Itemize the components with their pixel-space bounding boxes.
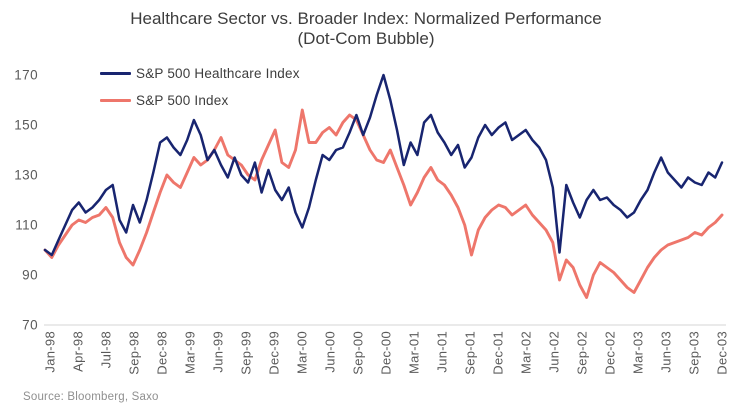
x-axis-tick-label: Apr-98	[70, 331, 85, 372]
x-axis-tick-label: Dec-99	[266, 331, 281, 375]
series-line-s-p-500-index	[43, 108, 724, 299]
x-axis-tick-label: Dec-00	[378, 331, 393, 375]
x-axis-tick-label: Sep-01	[462, 331, 477, 375]
x-axis-tick-label: Mar-99	[182, 331, 197, 374]
legend-swatch-healthcare-icon	[100, 71, 131, 75]
x-axis-tick-label: Jun-01	[434, 331, 449, 373]
series-line-s-p-500-healthcare-index	[43, 73, 724, 257]
x-axis-tick-label: Dec-01	[490, 331, 505, 375]
y-axis-tick-label: 110	[15, 218, 38, 233]
x-axis-tick-label: Mar-00	[294, 331, 309, 374]
x-axis-tick-label: Dec-03	[714, 331, 729, 375]
legend-swatch-sp500-icon	[100, 98, 131, 102]
x-axis-tick-label: Mar-01	[406, 331, 421, 374]
y-axis-tick-label: 170	[14, 68, 38, 83]
x-axis-tick-label: Mar-03	[630, 331, 645, 374]
x-axis-tick-label: Mar-02	[518, 331, 533, 374]
x-axis-tick-label: Jun-03	[658, 331, 673, 373]
x-axis-tick-label: Dec-02	[602, 331, 617, 375]
x-axis-tick-label: Sep-99	[238, 331, 253, 375]
y-axis-tick-label: 70	[22, 318, 38, 333]
y-axis-tick-label: 130	[14, 168, 38, 183]
chart-title: Healthcare Sector vs. Broader Index: Nor…	[0, 9, 732, 49]
x-axis-tick-label: Sep-00	[350, 331, 365, 375]
x-axis-tick-label: Jan-98	[42, 331, 57, 373]
x-axis-tick-label: Sep-02	[574, 331, 589, 375]
legend-item-sp500: S&P 500 Index	[100, 91, 300, 109]
legend-label-healthcare: S&P 500 Healthcare Index	[136, 65, 300, 81]
legend-item-healthcare: S&P 500 Healthcare Index	[100, 64, 300, 82]
y-axis-tick-label: 90	[22, 268, 38, 283]
x-axis-tick-label: Jun-00	[322, 331, 337, 373]
x-axis-tick-label: Jun-02	[546, 331, 561, 373]
x-axis-tick-label: Sep-03	[686, 331, 701, 375]
x-axis-tick-label: Jul-98	[98, 331, 113, 368]
x-axis-tick-label: Sep-98	[126, 331, 141, 375]
chart-legend: S&P 500 Healthcare Index S&P 500 Index	[100, 64, 300, 118]
chart-title-line1: Healthcare Sector vs. Broader Index: Nor…	[130, 9, 602, 28]
chart-title-line2: (Dot-Com Bubble)	[297, 29, 435, 48]
x-axis-tick-label: Jun-99	[210, 331, 225, 373]
y-axis-tick-label: 150	[14, 118, 38, 133]
x-axis-tick-label: Dec-98	[154, 331, 169, 375]
legend-label-sp500: S&P 500 Index	[136, 92, 229, 108]
source-note: Source: Bloomberg, Saxo	[23, 391, 159, 403]
